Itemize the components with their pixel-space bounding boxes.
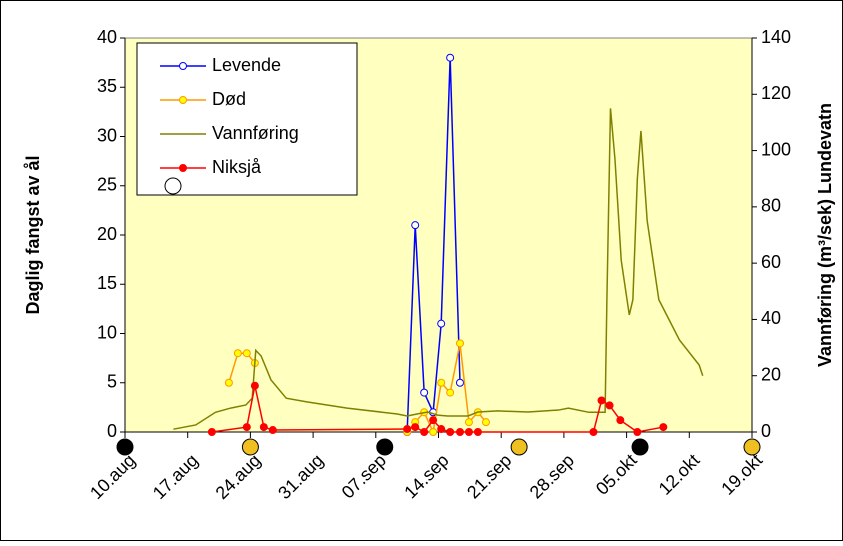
data-point [420, 388, 429, 397]
data-point [597, 396, 606, 405]
y2-tick-label: 100 [761, 139, 791, 159]
data-point [633, 428, 642, 436]
legend-label: Niksjå [212, 157, 262, 177]
legend-marker [179, 96, 187, 104]
data-point [464, 428, 473, 436]
data-point [437, 319, 446, 328]
data-point [233, 349, 242, 358]
y-tick-label: 10 [97, 322, 117, 342]
y-tick-label: 40 [97, 27, 117, 47]
data-point [455, 339, 464, 348]
legend-label: Død [212, 89, 246, 109]
data-point [268, 426, 277, 435]
moon-marker [376, 438, 394, 456]
legend: Levende Død Vannføring Niksjå [136, 42, 358, 196]
moon-marker [743, 438, 761, 456]
legend-marker [179, 164, 187, 172]
y2-axis-title: Vannføring (m³/sek) Lundevatn [815, 103, 835, 367]
data-point [411, 423, 420, 432]
legend-empty-marker [164, 177, 182, 195]
data-point [605, 401, 614, 410]
y2-tick-label: 140 [761, 27, 791, 47]
legend-box [136, 42, 358, 196]
data-point [455, 378, 464, 387]
y2-tick-label: 20 [761, 364, 781, 384]
data-point [464, 418, 473, 427]
data-point [446, 53, 455, 62]
y-tick-label: 25 [97, 175, 117, 195]
data-point [429, 416, 438, 425]
data-point [455, 428, 464, 436]
series-line [228, 343, 487, 435]
y-tick-label: 0 [107, 421, 117, 441]
y-tick-label: 5 [107, 372, 117, 392]
data-point [659, 423, 668, 432]
data-point [224, 378, 233, 387]
y2-tick-label: 120 [761, 83, 791, 103]
data-point [429, 428, 438, 436]
moon-marker [510, 438, 528, 456]
y-axis-title: Daglig fangst av ål [23, 155, 43, 314]
legend-label: Levende [212, 55, 281, 75]
data-point [481, 418, 490, 427]
data-point [473, 428, 482, 436]
data-point [437, 425, 446, 434]
legend-label: Vannføring [212, 123, 299, 143]
data-point [259, 423, 268, 432]
data-point [411, 221, 420, 230]
data-point [446, 388, 455, 397]
data-point [589, 428, 598, 436]
y-tick-label: 15 [97, 273, 117, 293]
y2-tick-label: 80 [761, 196, 781, 216]
moon-marker [241, 438, 259, 456]
y-tick-label: 20 [97, 224, 117, 244]
data-point [242, 349, 251, 358]
moon-marker [631, 438, 649, 456]
data-point [446, 428, 455, 436]
y-tick-label: 35 [97, 76, 117, 96]
data-point [242, 423, 251, 432]
data-point [437, 378, 446, 387]
series-line [173, 108, 704, 430]
data-point [420, 428, 429, 436]
data-point [207, 428, 216, 436]
y-tick-label: 30 [97, 125, 117, 145]
data-point [403, 425, 412, 434]
y2-tick-label: 40 [761, 308, 781, 328]
y2-tick-label: 60 [761, 252, 781, 272]
moon-marker [116, 438, 134, 456]
data-point [616, 416, 625, 425]
legend-marker [179, 62, 187, 70]
data-point [250, 381, 259, 390]
y2-tick-label: 0 [761, 421, 771, 441]
